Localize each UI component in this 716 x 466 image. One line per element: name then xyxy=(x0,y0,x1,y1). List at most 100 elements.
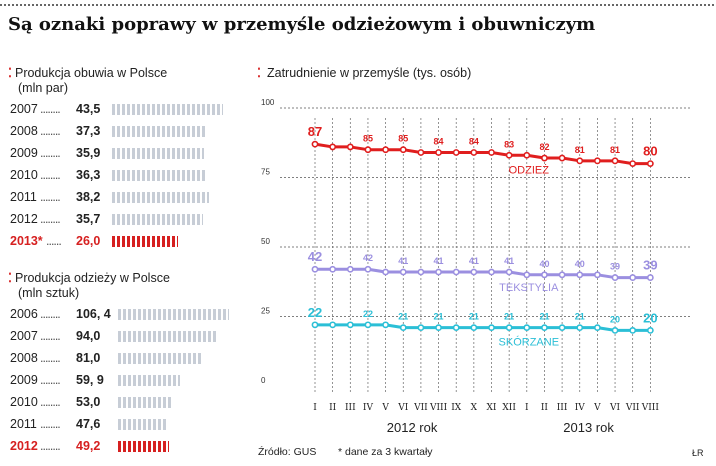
series-name-label: TEKSTYLIA xyxy=(499,282,559,294)
data-point xyxy=(629,160,637,167)
data-point xyxy=(523,151,531,159)
shoes-row: 2013*...... 26,0 xyxy=(10,234,250,250)
data-point xyxy=(382,321,389,329)
series-name-label: SKÓRZANE xyxy=(499,336,560,349)
shoes-bar xyxy=(112,236,178,247)
shoes-leader-dots: ........ xyxy=(40,212,61,226)
data-point xyxy=(452,268,460,276)
data-point xyxy=(646,160,654,167)
clothes-value: 81,0 xyxy=(76,351,101,365)
marker-icon: ⁚ xyxy=(8,271,12,285)
data-label: 82 xyxy=(539,142,549,152)
x-tick-label: VII xyxy=(625,403,640,413)
data-point xyxy=(435,268,442,276)
data-point xyxy=(417,268,425,276)
data-point xyxy=(470,268,478,276)
y-tick-label: 0 xyxy=(261,376,266,385)
clothes-row: 2011........ 47,6 xyxy=(10,417,250,433)
clothes-leader-dots: ........ xyxy=(40,373,61,387)
clothes-year: 2008 xyxy=(10,351,38,365)
x-tick-label: III xyxy=(345,403,356,413)
data-point xyxy=(558,154,566,162)
data-point xyxy=(364,321,372,329)
clothes-bar xyxy=(118,375,180,386)
data-point xyxy=(505,268,513,276)
clothes-value: 49,2 xyxy=(76,439,101,453)
data-point xyxy=(593,271,601,279)
x-tick-label: XI xyxy=(487,403,497,413)
clothes-row: 2010........ 53,0 xyxy=(10,395,250,411)
shoes-leader-dots: ...... xyxy=(46,234,62,248)
data-label: 20 xyxy=(643,310,657,325)
clothes-value: 47,6 xyxy=(76,417,101,431)
clothes-leader-dots: ........ xyxy=(40,329,61,343)
data-label: 22 xyxy=(308,305,322,320)
shoes-title-line2: (mln par) xyxy=(18,81,69,95)
data-point xyxy=(541,271,548,279)
data-point xyxy=(452,149,460,156)
data-label: 81 xyxy=(610,145,620,155)
data-point xyxy=(646,326,654,334)
data-point xyxy=(505,324,513,332)
data-label: 22 xyxy=(363,309,373,319)
x-tick-label: VI xyxy=(397,403,408,413)
x-tick-label: VI xyxy=(609,403,620,413)
x-tick-label: IX xyxy=(451,403,462,413)
data-label: 39 xyxy=(643,258,657,273)
clothes-section-title: ⁚ Produkcja odzieży w Polsce (mln sztuk) xyxy=(8,271,170,301)
data-point xyxy=(346,265,354,273)
data-point xyxy=(488,324,495,332)
clothes-row: 2012........ 49,2 xyxy=(10,439,250,455)
x-tick-label: II xyxy=(329,403,337,413)
data-point xyxy=(311,265,319,273)
shoes-year: 2012 xyxy=(10,212,38,226)
clothes-title-line1: Produkcja odzieży w Polsce xyxy=(14,271,170,285)
clothes-year: 2007 xyxy=(10,329,38,343)
series-name-label: ODZIEŻ xyxy=(509,163,550,176)
x-tick-label: XII xyxy=(502,403,516,413)
clothes-bar xyxy=(118,397,173,408)
shoes-row: 2008........ 37,3 xyxy=(10,124,250,140)
shoes-bar xyxy=(112,214,203,225)
shoes-row: 2011........ 38,2 xyxy=(10,190,250,206)
shoes-title-line1: Produkcja obuwia w Polsce xyxy=(14,66,168,80)
x-tick-label: VIII xyxy=(429,403,448,413)
clothes-title-line2: (mln sztuk) xyxy=(18,286,80,300)
data-point xyxy=(364,146,372,154)
data-point xyxy=(576,324,584,332)
data-point xyxy=(488,149,495,156)
data-point xyxy=(541,324,548,332)
data-point xyxy=(435,324,442,332)
clothes-year: 2010 xyxy=(10,395,38,409)
data-point xyxy=(329,143,337,151)
data-point xyxy=(417,149,425,156)
data-point xyxy=(523,271,531,279)
page-title: Są oznaki poprawy w przemyśle odzieżowym… xyxy=(8,14,596,35)
data-label: 42 xyxy=(308,249,322,264)
shoes-value: 26,0 xyxy=(76,234,101,248)
data-label: 21 xyxy=(539,312,549,322)
clothes-value: 94,0 xyxy=(76,329,101,343)
marker-icon: ⁚ xyxy=(257,66,261,80)
data-label: 41 xyxy=(469,256,479,266)
y-tick-label: 25 xyxy=(261,307,270,316)
shoes-year: 2011 xyxy=(10,190,37,204)
clothes-row: 2006........ 106, 4 xyxy=(10,307,250,323)
x-tick-label: I xyxy=(313,403,317,413)
data-point xyxy=(346,143,354,151)
data-point xyxy=(576,271,584,279)
data-label: 84 xyxy=(469,136,479,146)
data-point xyxy=(329,321,337,329)
clothes-leader-dots: ........ xyxy=(40,439,61,453)
shoes-value: 38,2 xyxy=(76,190,101,204)
data-point xyxy=(646,274,654,281)
clothes-year: 2012 xyxy=(10,439,38,453)
clothes-year: 2011 xyxy=(10,417,37,431)
data-label: 40 xyxy=(539,259,549,269)
source-note: Źródło: GUS xyxy=(258,446,317,458)
data-label: 81 xyxy=(575,145,585,155)
x-group-label: 2013 rok xyxy=(563,420,614,435)
x-tick-label: IV xyxy=(575,403,586,413)
employment-line-chart: ⁚ Zatrudnienie w przemyśle (tys. osób) 0 25… xyxy=(257,66,690,435)
data-point xyxy=(505,151,513,159)
